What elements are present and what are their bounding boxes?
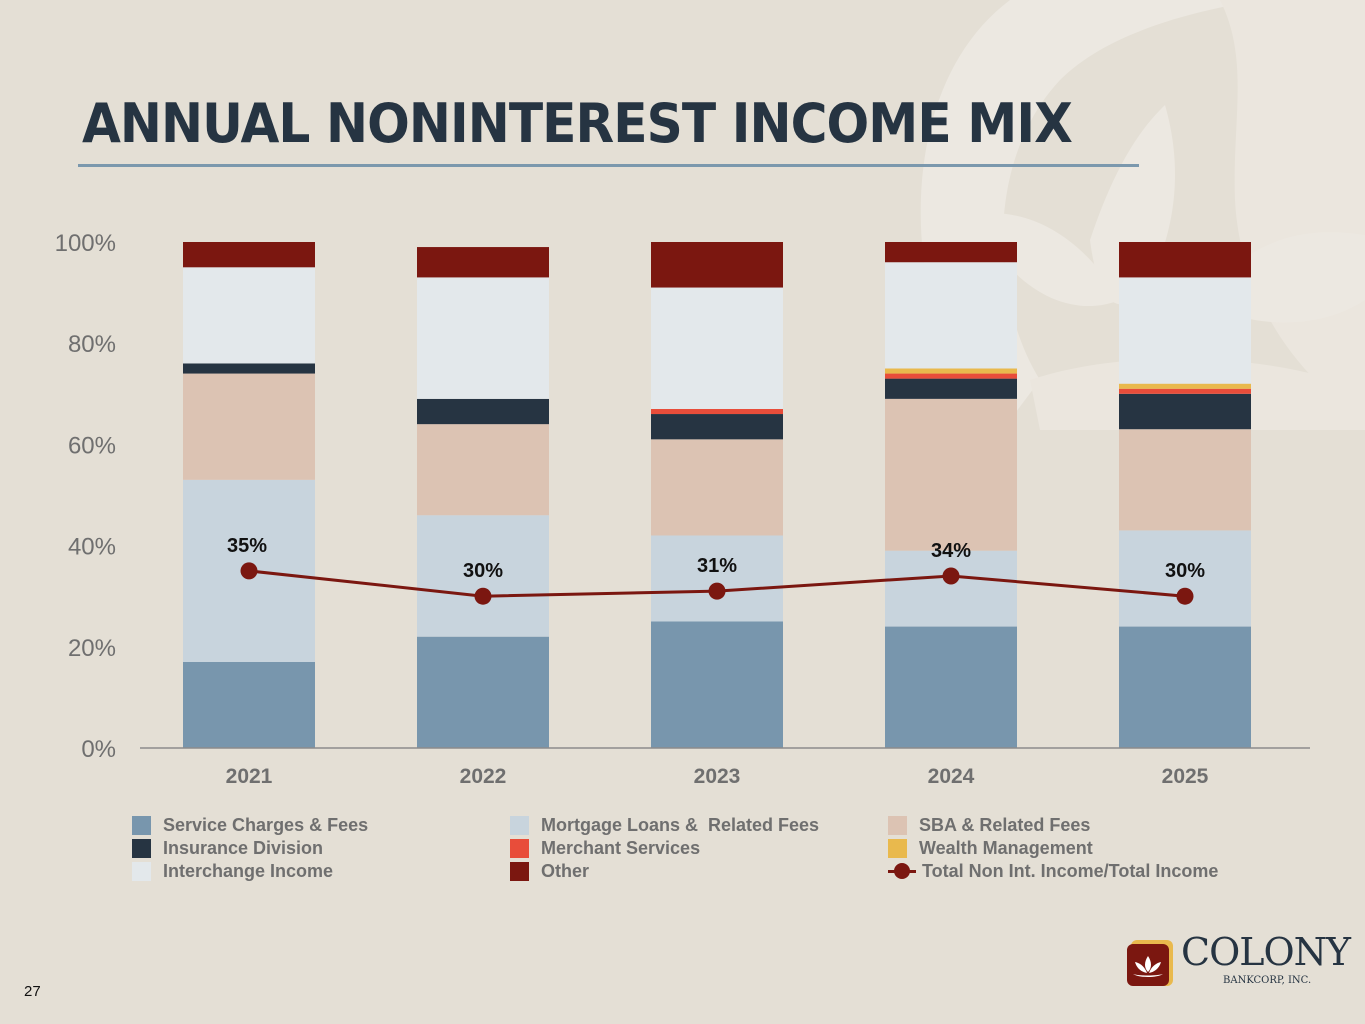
bar-segment [1119,383,1251,389]
ratio-data-label: 30% [463,560,503,582]
chart-legend: Service Charges & Fees Mortgage Loans & R… [132,815,1282,881]
legend-label: Service Charges & Fees [163,815,369,835]
y-tick-label: 100% [55,230,116,257]
bar-segment [885,368,1017,374]
bar-segment [183,242,315,268]
bar-segment [183,363,315,374]
bar-segment [651,287,783,409]
ratio-point [708,582,726,600]
legend-swatch [888,839,907,858]
bar-segment [1119,388,1251,394]
bar-segment [1119,242,1251,278]
bar-segment [651,439,783,536]
bar-segment [417,277,549,399]
legend-line-swatch [888,862,916,881]
y-tick-label: 60% [68,432,116,459]
bar-segment [183,373,315,480]
legend-item: Merchant Services [510,838,888,858]
legend-swatch [132,816,151,835]
bar-segment [885,373,1017,379]
y-tick-label: 80% [68,331,116,358]
logo-subtitle: BANKCORP, INC. [1223,975,1312,986]
ratio-data-label: 34% [931,540,971,562]
bar-segment [183,267,315,364]
bar-segment [1119,626,1251,748]
bar-segment [651,408,783,415]
page-title: ANNUAL NONINTEREST INCOME MIX [82,92,1073,155]
bar-segment [651,242,783,288]
bar-segment [885,378,1017,399]
legend-swatch [510,862,529,881]
legend-label: Insurance Division [163,838,324,858]
ratio-data-label: 35% [227,535,267,557]
bar-segment [1119,429,1251,531]
legend-item: Insurance Division [132,838,510,858]
bar-segment [885,262,1017,369]
x-tick-label: 2023 [694,765,741,788]
legend-item: Total Non Int. Income/Total Income [888,861,1278,881]
bar-segment [885,626,1017,748]
legend-swatch [132,862,151,881]
legend-item: Wealth Management [888,838,1278,858]
legend-swatch [888,816,907,835]
x-tick-label: 2025 [1162,765,1209,788]
bar-segment [1119,393,1251,430]
x-tick-label: 2021 [226,765,273,788]
ratio-point [1176,587,1194,605]
legend-item: SBA & Related Fees [888,815,1278,835]
ratio-data-label: 31% [697,555,737,577]
legend-swatch [132,839,151,858]
x-tick-label: 2024 [928,765,975,788]
bar-segment [651,414,783,440]
legend-item: Other [510,861,888,881]
legend-label: Merchant Services [541,838,701,858]
legend-item: Interchange Income [132,861,510,881]
bar-segment [417,424,549,516]
bar-segment [417,398,549,425]
legend-label: Total Non Int. Income/Total Income [922,861,1219,881]
legend-label: Mortgage Loans & Related Fees [541,815,820,835]
bar-segment [885,550,1017,627]
lotus-logo-icon [1127,940,1173,986]
legend-label: Interchange Income [163,861,334,881]
stacked-bar-chart: 0% 20% 40% 60% 80% 100% 2021 2022 2023 2024 2025 35… [55,230,1310,788]
bar-segment [183,661,315,748]
page-number: 27 [24,983,41,1000]
bar-segment [885,242,1017,263]
ratio-point [942,567,960,585]
legend-item: Mortgage Loans & Related Fees [510,815,888,835]
ratio-data-label: 30% [1165,560,1205,582]
legend-swatch [510,816,529,835]
legend-item: Service Charges & Fees [132,815,510,835]
y-tick-label: 20% [68,635,116,662]
bar-segment [417,247,549,278]
legend-label: SBA & Related Fees [919,815,1091,835]
legend-swatch [510,839,529,858]
bar-segment [885,398,1017,551]
legend-label: Wealth Management [919,838,1093,858]
legend-label: Other [541,861,590,881]
bar-segment [651,621,783,748]
logo-wordmark: COLONY [1181,930,1351,974]
y-tick-label: 40% [68,534,116,561]
bar-segment [417,515,549,637]
y-tick-label: 0% [81,736,116,763]
bar-segment [417,636,549,748]
ratio-point [240,562,258,580]
bar-segment [651,535,783,622]
title-underline [78,164,1139,167]
x-tick-label: 2022 [460,765,507,788]
colony-logo: COLONY BANKCORP, INC. [1125,930,1351,990]
bar-segment [1119,530,1251,627]
ratio-point [474,587,492,605]
bar-segment [1119,277,1251,384]
